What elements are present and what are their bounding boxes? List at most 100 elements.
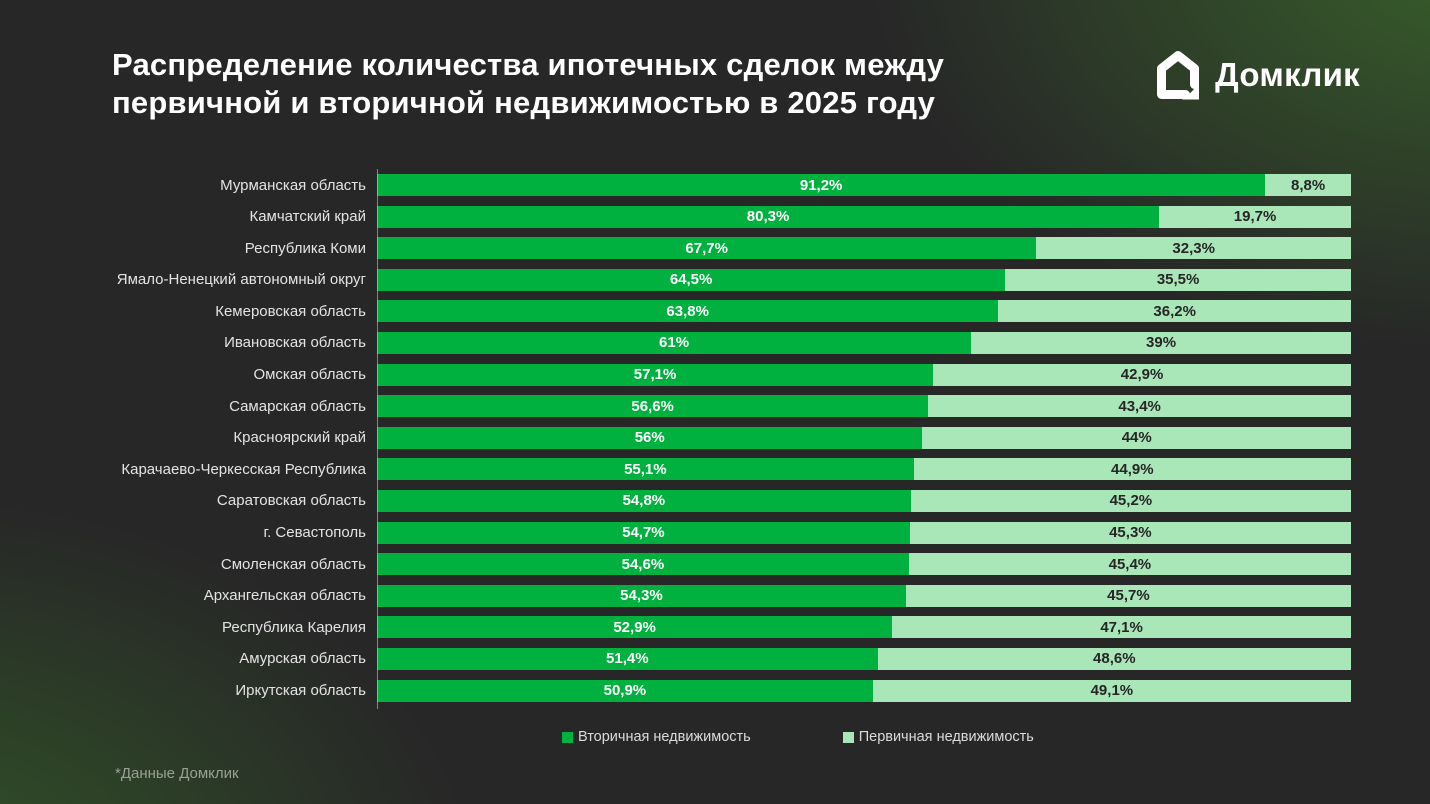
page-title-line1: Распределение количества ипотечных сдело… — [112, 47, 945, 82]
bar-segment-primary: 45,7% — [905, 584, 1351, 607]
row-bar: 54,3% 45,7% — [377, 584, 1351, 607]
bar-segment-secondary: 67,7% — [377, 237, 1037, 260]
bar-value-primary: 44% — [1121, 429, 1152, 447]
bar-value-primary: 44,9% — [1111, 460, 1154, 478]
chart-row: Омская область 57,1% 42,9% — [112, 363, 1352, 386]
bar-segment-primary: 45,3% — [909, 521, 1351, 544]
chart-row: Мурманская область 91,2% 8,8% — [112, 174, 1352, 196]
row-category-label: г. Севастополь — [263, 524, 366, 542]
chart-row: Карачаево-Черкесская Республика 55,1% 44… — [112, 458, 1352, 481]
row-bar: 51,4% 48,6% — [377, 647, 1351, 670]
bar-segment-secondary: 57,1% — [377, 363, 934, 386]
row-bar: 56% 44% — [377, 426, 1351, 449]
bar-segment-primary: 47,1% — [892, 616, 1351, 639]
bar-segment-primary: 49,1% — [872, 679, 1351, 702]
row-category-label: Мурманская область — [220, 176, 366, 194]
domclick-logo-text: Домклик — [1215, 56, 1360, 93]
bar-value-secondary: 67,7% — [685, 239, 728, 257]
data-source-note: *Данные Домклик — [115, 765, 239, 782]
bar-segment-primary: 44% — [922, 426, 1351, 449]
row-category-label: Карачаево-Черкесская Республика — [121, 460, 366, 478]
bar-segment-secondary: 55,1% — [377, 458, 914, 481]
bar-segment-secondary: 50,9% — [377, 679, 873, 702]
bar-segment-secondary: 56,6% — [377, 395, 929, 418]
bar-segment-primary: 44,9% — [913, 458, 1351, 481]
domclick-logo: Домклик — [1152, 48, 1360, 102]
page-title: Распределение количества ипотечных сдело… — [112, 46, 944, 122]
bar-segment-secondary: 54,6% — [377, 553, 909, 576]
row-category-label: Кемеровская область — [215, 302, 366, 320]
bar-value-primary: 45,3% — [1109, 524, 1152, 542]
bar-value-secondary: 64,5% — [669, 271, 713, 289]
chart-row: Архангельская область 54,3% 45,7% — [112, 584, 1352, 607]
bar-value-secondary: 63,8% — [666, 302, 709, 320]
chart-row: Амурская область 51,4% 48,6% — [112, 647, 1352, 670]
bar-value-secondary: 54,6% — [621, 555, 665, 573]
legend-item-primary: Первичная недвижимость — [842, 729, 1034, 745]
row-category-label: Камчатский край — [249, 208, 366, 226]
bar-value-secondary: 56% — [634, 429, 665, 447]
bar-value-primary: 19,7% — [1233, 208, 1277, 226]
row-bar: 52,9% 47,1% — [377, 616, 1351, 639]
row-bar: 91,2% 8,8% — [377, 174, 1351, 196]
chart-row: Красноярский край 56% 44% — [112, 426, 1352, 449]
chart-row: Республика Карелия 52,9% 47,1% — [112, 616, 1352, 639]
row-category-label: Иркутская область — [235, 682, 366, 699]
chart-row: Республика Коми 67,7% 32,3% — [112, 237, 1352, 260]
legend-swatch-secondary — [562, 731, 573, 743]
bar-value-secondary: 57,1% — [633, 366, 677, 384]
row-bar: 67,7% 32,3% — [377, 237, 1351, 260]
bar-segment-primary: 42,9% — [933, 363, 1351, 386]
bar-segment-primary: 32,3% — [1036, 237, 1351, 260]
bar-value-primary: 45,4% — [1108, 555, 1152, 573]
row-category-label: Саратовская область — [216, 492, 366, 510]
row-category-label: Смоленская область — [220, 555, 366, 573]
chart-row: Ямало-Ненецкий автономный округ 64,5% 35… — [112, 268, 1352, 291]
chart-row: Камчатский край 80,3% 19,7% — [112, 205, 1352, 228]
bar-segment-secondary: 54,7% — [377, 521, 910, 544]
bar-segment-secondary: 61% — [377, 331, 972, 354]
chart-row: Ивановская область 61% 39% — [112, 331, 1352, 354]
bar-value-primary: 36,2% — [1153, 302, 1196, 320]
row-category-label: Республика Карелия — [222, 618, 366, 636]
bar-value-primary: 43,4% — [1118, 397, 1161, 415]
y-axis-line — [377, 169, 378, 709]
bar-value-primary: 48,6% — [1093, 650, 1136, 668]
bar-value-primary: 47,1% — [1100, 618, 1143, 636]
bar-segment-primary: 35,5% — [1005, 268, 1351, 291]
bar-segment-primary: 39% — [971, 331, 1351, 354]
bar-segment-primary: 36,2% — [998, 300, 1351, 323]
bar-segment-secondary: 51,4% — [377, 647, 878, 670]
chart-row: Смоленская область 54,6% 45,4% — [112, 553, 1352, 576]
bar-segment-secondary: 80,3% — [377, 205, 1160, 228]
bar-segment-secondary: 52,9% — [377, 616, 893, 639]
row-bar: 54,7% 45,3% — [377, 521, 1351, 544]
domclick-house-icon — [1152, 49, 1204, 101]
bar-value-secondary: 55,1% — [624, 460, 667, 478]
row-bar: 57,1% 42,9% — [377, 363, 1351, 386]
row-bar: 80,3% 19,7% — [377, 205, 1351, 228]
bar-segment-primary: 8,8% — [1265, 174, 1351, 196]
row-bar: 56,6% 43,4% — [377, 395, 1351, 418]
bar-value-secondary: 80,3% — [746, 208, 790, 226]
legend-swatch-primary — [842, 731, 854, 743]
row-bar: 55,1% 44,9% — [377, 458, 1351, 481]
chart-rows: Мурманская область 91,2% 8,8% Камчатский… — [112, 169, 1352, 709]
bar-value-secondary: 54,3% — [620, 587, 663, 605]
legend-label-primary: Первичная недвижимость — [858, 729, 1034, 745]
bar-segment-primary: 19,7% — [1159, 205, 1351, 228]
bar-value-primary: 49,1% — [1090, 682, 1134, 699]
bar-value-secondary: 51,4% — [606, 650, 649, 668]
bar-segment-primary: 45,2% — [910, 489, 1351, 512]
chart-row: Саратовская область 54,8% 45,2% — [112, 489, 1352, 512]
bar-value-secondary: 54,7% — [622, 524, 665, 542]
legend-label-secondary: Вторичная недвижимость — [578, 729, 751, 745]
row-category-label: Ивановская область — [224, 334, 366, 352]
chart-row: Иркутская область 50,9% 49,1% — [112, 679, 1352, 702]
bar-segment-secondary: 64,5% — [377, 268, 1006, 291]
bar-segment-secondary: 54,3% — [377, 584, 906, 607]
bar-segment-primary: 45,4% — [908, 553, 1351, 576]
row-category-label: Красноярский край — [233, 429, 366, 447]
bar-value-secondary: 61% — [659, 334, 690, 352]
